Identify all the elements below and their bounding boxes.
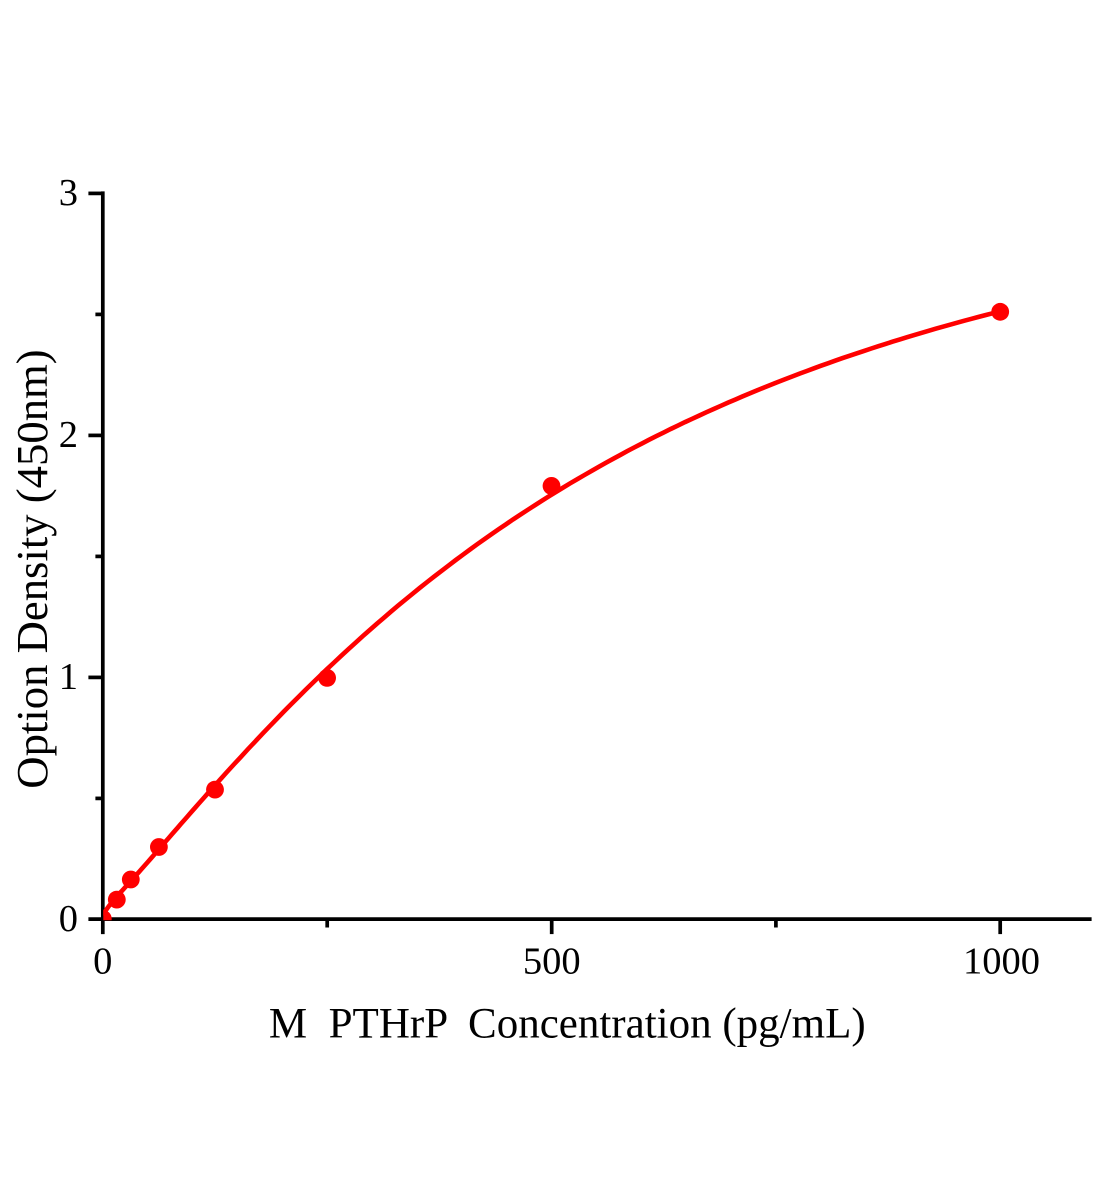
svg-text:0: 0: [59, 898, 78, 940]
svg-text:M PTHrP Concentration (pg/mL: M PTHrP Concentration (pg/mL): [269, 1001, 866, 1048]
svg-text:Option Density (450nm): Option Density (450nm): [7, 349, 57, 788]
svg-text:1000: 1000: [963, 941, 1040, 983]
svg-text:3: 3: [59, 172, 78, 214]
svg-text:2: 2: [59, 414, 78, 456]
svg-text:1: 1: [59, 656, 78, 698]
svg-text:0: 0: [93, 941, 112, 983]
svg-text:500: 500: [523, 941, 581, 983]
